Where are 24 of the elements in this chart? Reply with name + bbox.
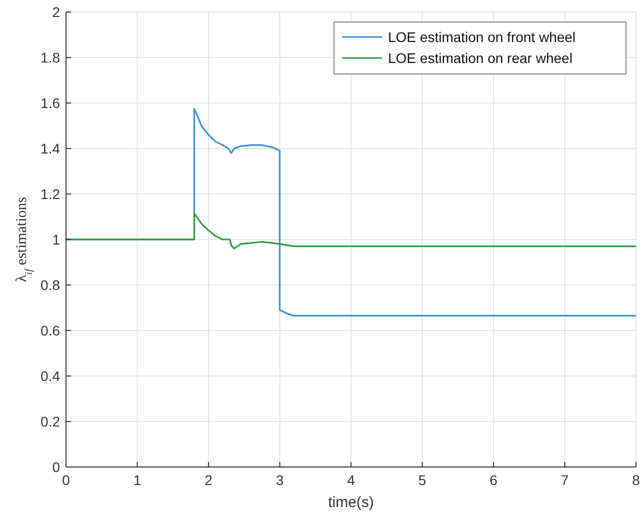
- x-tick-label: 0: [62, 472, 70, 488]
- legend-label: LOE estimation on front wheel: [388, 29, 576, 45]
- line-series: [65, 212, 637, 250]
- x-tick-label: 7: [560, 472, 569, 488]
- x-tick-label: 6: [490, 472, 498, 488]
- y-tick-label: 1.6: [40, 95, 60, 111]
- legend-label: LOE estimation on rear wheel: [388, 50, 572, 66]
- x-tick-label: 2: [204, 472, 213, 488]
- x-tick-label: 4: [347, 472, 356, 488]
- x-tick-label: 1: [133, 472, 142, 488]
- y-tick-label: 1.4: [40, 140, 60, 156]
- x-tick-label: 5: [418, 472, 426, 488]
- x-axis-title: time(s): [328, 494, 374, 511]
- y-tick-label: 0.2: [40, 414, 60, 430]
- y-tick-label: 2: [52, 4, 60, 20]
- y-tick-label: 0.8: [40, 277, 60, 293]
- y-tick-label: 1.2: [40, 186, 60, 202]
- y-tick-label: 1.8: [40, 50, 60, 66]
- y-tick-label: 0.6: [40, 322, 60, 338]
- x-tick-label: 3: [276, 472, 284, 488]
- x-tick-label: 8: [632, 472, 640, 488]
- y-tick-label: 0.4: [40, 368, 60, 384]
- y-tick-label: 0: [52, 459, 60, 475]
- y-tick-label: 1: [52, 232, 60, 248]
